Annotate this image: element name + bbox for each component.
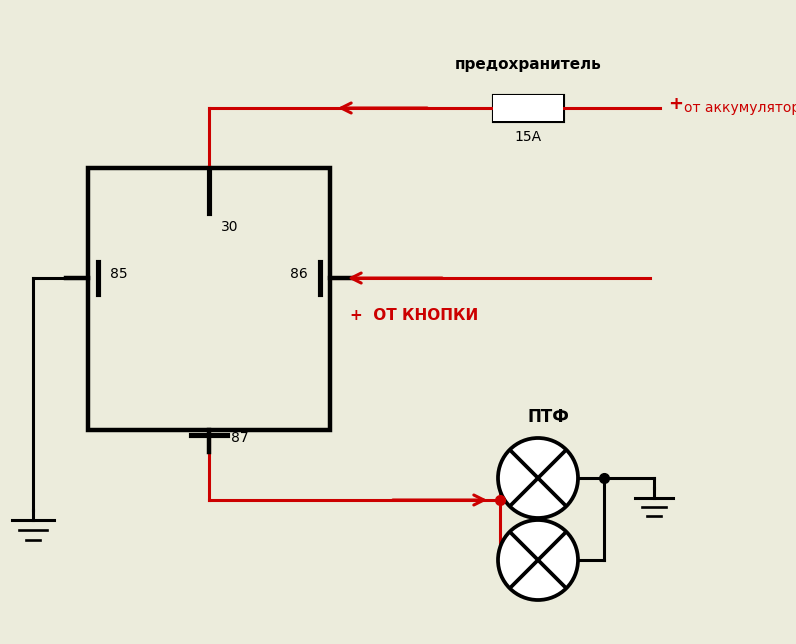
Text: +: +: [668, 95, 683, 113]
Text: 86: 86: [291, 267, 308, 281]
Circle shape: [498, 438, 578, 518]
Text: 30: 30: [221, 220, 239, 234]
Text: предохранитель: предохранитель: [455, 57, 601, 72]
Text: 87: 87: [231, 431, 248, 445]
Text: +  ОТ КНОПКИ: + ОТ КНОПКИ: [350, 308, 478, 323]
Circle shape: [498, 520, 578, 600]
Bar: [493, 95, 563, 121]
Text: от аккумулятора: от аккумулятора: [684, 101, 796, 115]
Text: 15A: 15A: [514, 130, 541, 144]
Bar: [493, 95, 563, 121]
Bar: [493, 95, 563, 121]
Text: ПТФ: ПТФ: [527, 408, 569, 426]
Text: 85: 85: [110, 267, 127, 281]
Bar: [88, 168, 330, 430]
